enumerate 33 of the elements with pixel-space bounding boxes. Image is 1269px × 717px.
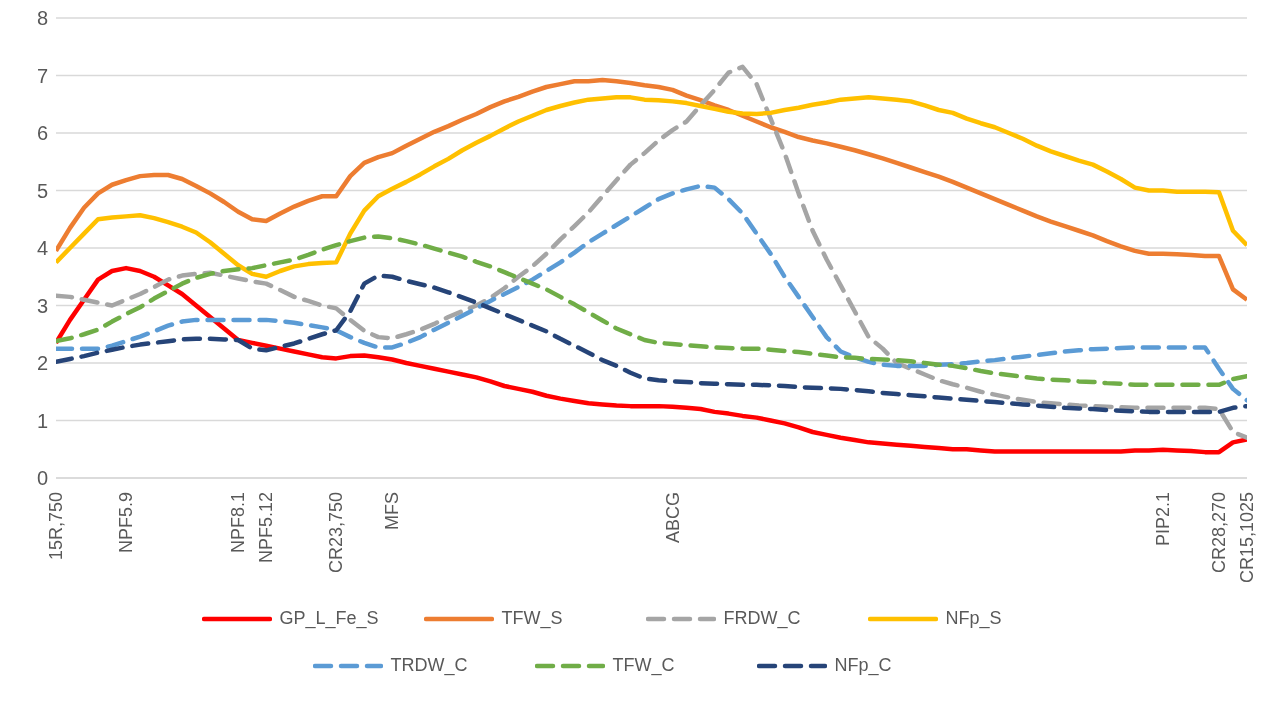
x-tick-label: NPF8.1: [228, 492, 249, 554]
y-tick-label: 1: [36, 409, 48, 432]
x-tick-label: CR15,1025: [1237, 492, 1257, 584]
x-tick-label: NPF5.12: [256, 492, 277, 564]
y-tick-label: 4: [36, 237, 48, 260]
legend-label: TFW_C: [612, 655, 675, 676]
x-tick-label: MFS: [382, 492, 403, 530]
legend-label: FRDW_C: [723, 608, 801, 629]
line-series: [56, 95, 1247, 279]
line-series: [56, 64, 1247, 440]
x-tick-label: CR28,270: [1208, 492, 1229, 574]
legend-label: TRDW_C: [390, 655, 468, 676]
y-tick-label: 5: [36, 179, 48, 202]
line-series: [56, 234, 1247, 388]
y-tick-label: 6: [36, 122, 48, 145]
legend-label: NFp_S: [945, 608, 1002, 629]
legend-label: GP_L_Fe_S: [279, 608, 379, 629]
line-series: [56, 273, 1247, 415]
x-tick-label: ABCG: [662, 492, 683, 544]
x-tick-label: CR23,750: [326, 492, 347, 574]
line-series: [56, 77, 1247, 302]
y-tick-label: 3: [36, 294, 48, 317]
y-tick-label: 2: [36, 352, 48, 375]
x-tick-label: 15R,750: [46, 492, 66, 561]
x-tick-label: PIP2.1: [1152, 492, 1173, 547]
y-tick-label: 0: [36, 467, 48, 490]
x-tick-label: NPF5.9: [116, 492, 137, 554]
legend-label: NFp_C: [834, 655, 892, 676]
y-tick-label: 7: [36, 64, 48, 87]
line-series: [56, 183, 1247, 403]
legend-label: TFW_S: [501, 608, 563, 629]
line-series: [56, 265, 1247, 455]
y-tick-label: 8: [36, 7, 48, 30]
